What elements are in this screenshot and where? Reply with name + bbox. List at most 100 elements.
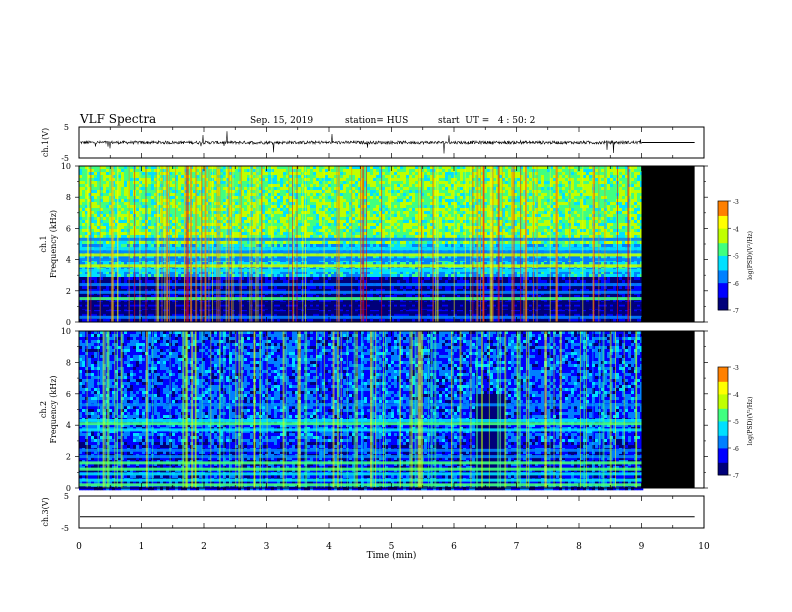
spectrogram-cell (259, 169, 263, 173)
spectrogram-cell (265, 286, 269, 290)
spectrogram-cell (208, 211, 212, 215)
spectrogram-cell (145, 244, 149, 248)
spectrogram-cell (148, 289, 152, 293)
spectrogram-cell (181, 196, 185, 200)
spectrogram-cell (85, 223, 89, 227)
spectrogram-cell (265, 220, 269, 224)
spectrogram-cell (148, 220, 152, 224)
spectrogram-cell (319, 181, 323, 185)
spectrogram-cell (289, 217, 293, 221)
spectrogram-cell (331, 262, 335, 266)
spectrogram-cell (94, 232, 98, 236)
spectrogram-cell (349, 223, 353, 227)
spectrogram-cell (229, 235, 233, 239)
spectrogram-cell (196, 280, 200, 284)
spectrogram-cell (94, 271, 98, 275)
spectrogram-cell (316, 241, 320, 245)
spectrogram-cell (277, 169, 281, 173)
spectrogram-cell (85, 187, 89, 191)
spectrogram-cell (328, 229, 332, 233)
spectrogram-cell (154, 304, 158, 308)
spectrogram-cell (268, 256, 272, 260)
spectrogram-cell (79, 262, 83, 266)
spectrogram-cell (289, 274, 293, 278)
spectrogram-cell (193, 319, 197, 323)
spectrogram-cell (181, 223, 185, 227)
spectrogram-cell (229, 304, 233, 308)
spectrogram-cell (247, 196, 251, 200)
spectrogram-cell (136, 214, 140, 218)
spectrogram-cell (148, 229, 152, 233)
spectrogram-cell (331, 304, 335, 308)
spectrogram-cell (334, 205, 338, 209)
spectrogram-cell (181, 202, 185, 206)
spectrogram-cell (298, 205, 302, 209)
spectrogram-cell (346, 223, 350, 227)
spectrogram-cell (262, 274, 266, 278)
spectrogram-cell (223, 280, 227, 284)
spectrogram-cell (280, 217, 284, 221)
spectrogram-cell (229, 220, 233, 224)
spectrogram-cell (205, 289, 209, 293)
spectrogram-cell (226, 304, 230, 308)
spectrogram-cell (265, 208, 269, 212)
spectrogram-cell (175, 172, 179, 176)
spectrogram-cell (154, 220, 158, 224)
spectrogram-cell (268, 235, 272, 239)
spectrogram-cell (280, 208, 284, 212)
spectrogram-cell (196, 181, 200, 185)
spectrogram-cell (178, 181, 182, 185)
spectrogram-cell (121, 223, 125, 227)
spectrogram-cell (193, 169, 197, 173)
spectrogram-cell (124, 211, 128, 215)
spectrogram-cell (193, 241, 197, 245)
spectrogram-cell (97, 166, 101, 170)
spectrogram-cell (235, 271, 239, 275)
spectrogram-cell (196, 319, 200, 323)
spectrogram-cell (334, 295, 338, 299)
spectrogram-cell (280, 280, 284, 284)
spectrogram-cell (106, 196, 110, 200)
spectrogram-cell (106, 166, 110, 170)
spectrogram-cell (172, 178, 176, 182)
spectrogram-cell (229, 172, 233, 176)
spectrogram-cell (334, 286, 338, 290)
spectrogram-cell (349, 220, 353, 224)
spectrogram-cell (220, 235, 224, 239)
spectrogram-cell (349, 184, 353, 188)
spectrogram-cell (178, 205, 182, 209)
spectrogram-cell (241, 190, 245, 194)
spectrogram-cell (115, 235, 119, 239)
spectrogram-cell (364, 178, 368, 182)
spectrogram-cell (169, 211, 173, 215)
spectrogram-cell (325, 196, 329, 200)
spectrogram-cell (148, 262, 152, 266)
spectrogram-cell (241, 262, 245, 266)
spectrogram-cell (148, 175, 152, 179)
spectrogram-cell (244, 295, 248, 299)
spectrogram-cell (139, 274, 143, 278)
spectrogram-cell (85, 274, 89, 278)
spectrogram-cell (181, 256, 185, 260)
spectrogram-cell (169, 166, 173, 170)
spectrogram-cell (298, 181, 302, 185)
spectrogram-cell (232, 277, 236, 281)
spectrogram-cell (136, 313, 140, 317)
spectrogram-cell (121, 217, 125, 221)
spectrogram-cell (88, 271, 92, 275)
spectrogram-cell (340, 304, 344, 308)
spectrogram-cell (289, 304, 293, 308)
spectrogram-cell (100, 205, 104, 209)
spectrogram-cell (82, 277, 86, 281)
spectrogram-cell (94, 319, 98, 323)
spectrogram-cell (208, 235, 212, 239)
spectrogram-cell (226, 262, 230, 266)
spectrogram-cell (115, 271, 119, 275)
spectrogram-cell (91, 220, 95, 224)
spectrogram-cell (313, 220, 317, 224)
spectrogram-cell (223, 223, 227, 227)
spectrogram-cell (277, 274, 281, 278)
spectrogram-cell (298, 223, 302, 227)
spectrogram-cell (334, 166, 338, 170)
spectrogram-cell (97, 169, 101, 173)
